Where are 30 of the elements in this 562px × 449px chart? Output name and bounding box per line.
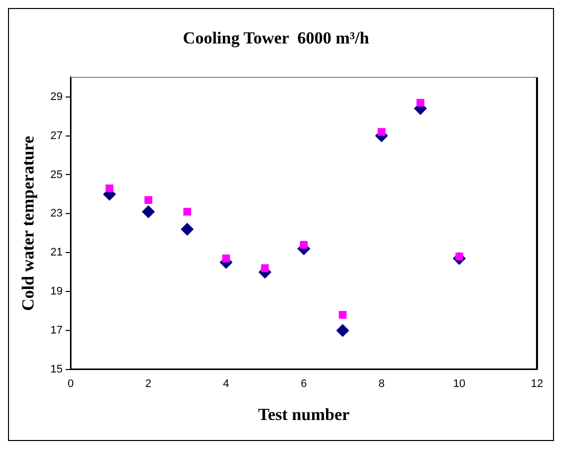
y-tick-label: 27 [50, 130, 63, 142]
x-tick-label: 8 [378, 378, 385, 390]
point [378, 128, 386, 136]
y-tick-label: 21 [50, 246, 63, 259]
x-tick-label: 6 [300, 378, 307, 390]
y-tick-label: 17 [50, 324, 63, 336]
point [142, 205, 155, 218]
y-tick-label: 15 [50, 363, 63, 376]
point [106, 184, 114, 192]
point [336, 324, 350, 337]
x-tick-label: 0 [68, 378, 74, 390]
point [300, 240, 308, 249]
x-tick-label: 10 [453, 378, 466, 390]
y-tick-label: 29 [50, 90, 63, 103]
point [222, 254, 230, 262]
chart-title: Cooling Tower 6000 m³/h [182, 28, 370, 48]
x-tick-label: 4 [223, 378, 230, 390]
y-tick-label: 23 [50, 208, 63, 220]
point [261, 264, 269, 272]
y-tick-label: 25 [50, 168, 63, 181]
point [416, 98, 424, 107]
point [180, 222, 194, 236]
point [144, 196, 152, 204]
x-tick-label: 2 [145, 378, 152, 390]
point [183, 208, 192, 216]
y-tick-label: 19 [50, 286, 63, 298]
x-tick-label: 12 [530, 378, 544, 390]
y-axis-title: Cold water temperature [18, 135, 38, 311]
x-axis-title: Test number [258, 405, 350, 424]
point [338, 311, 347, 319]
